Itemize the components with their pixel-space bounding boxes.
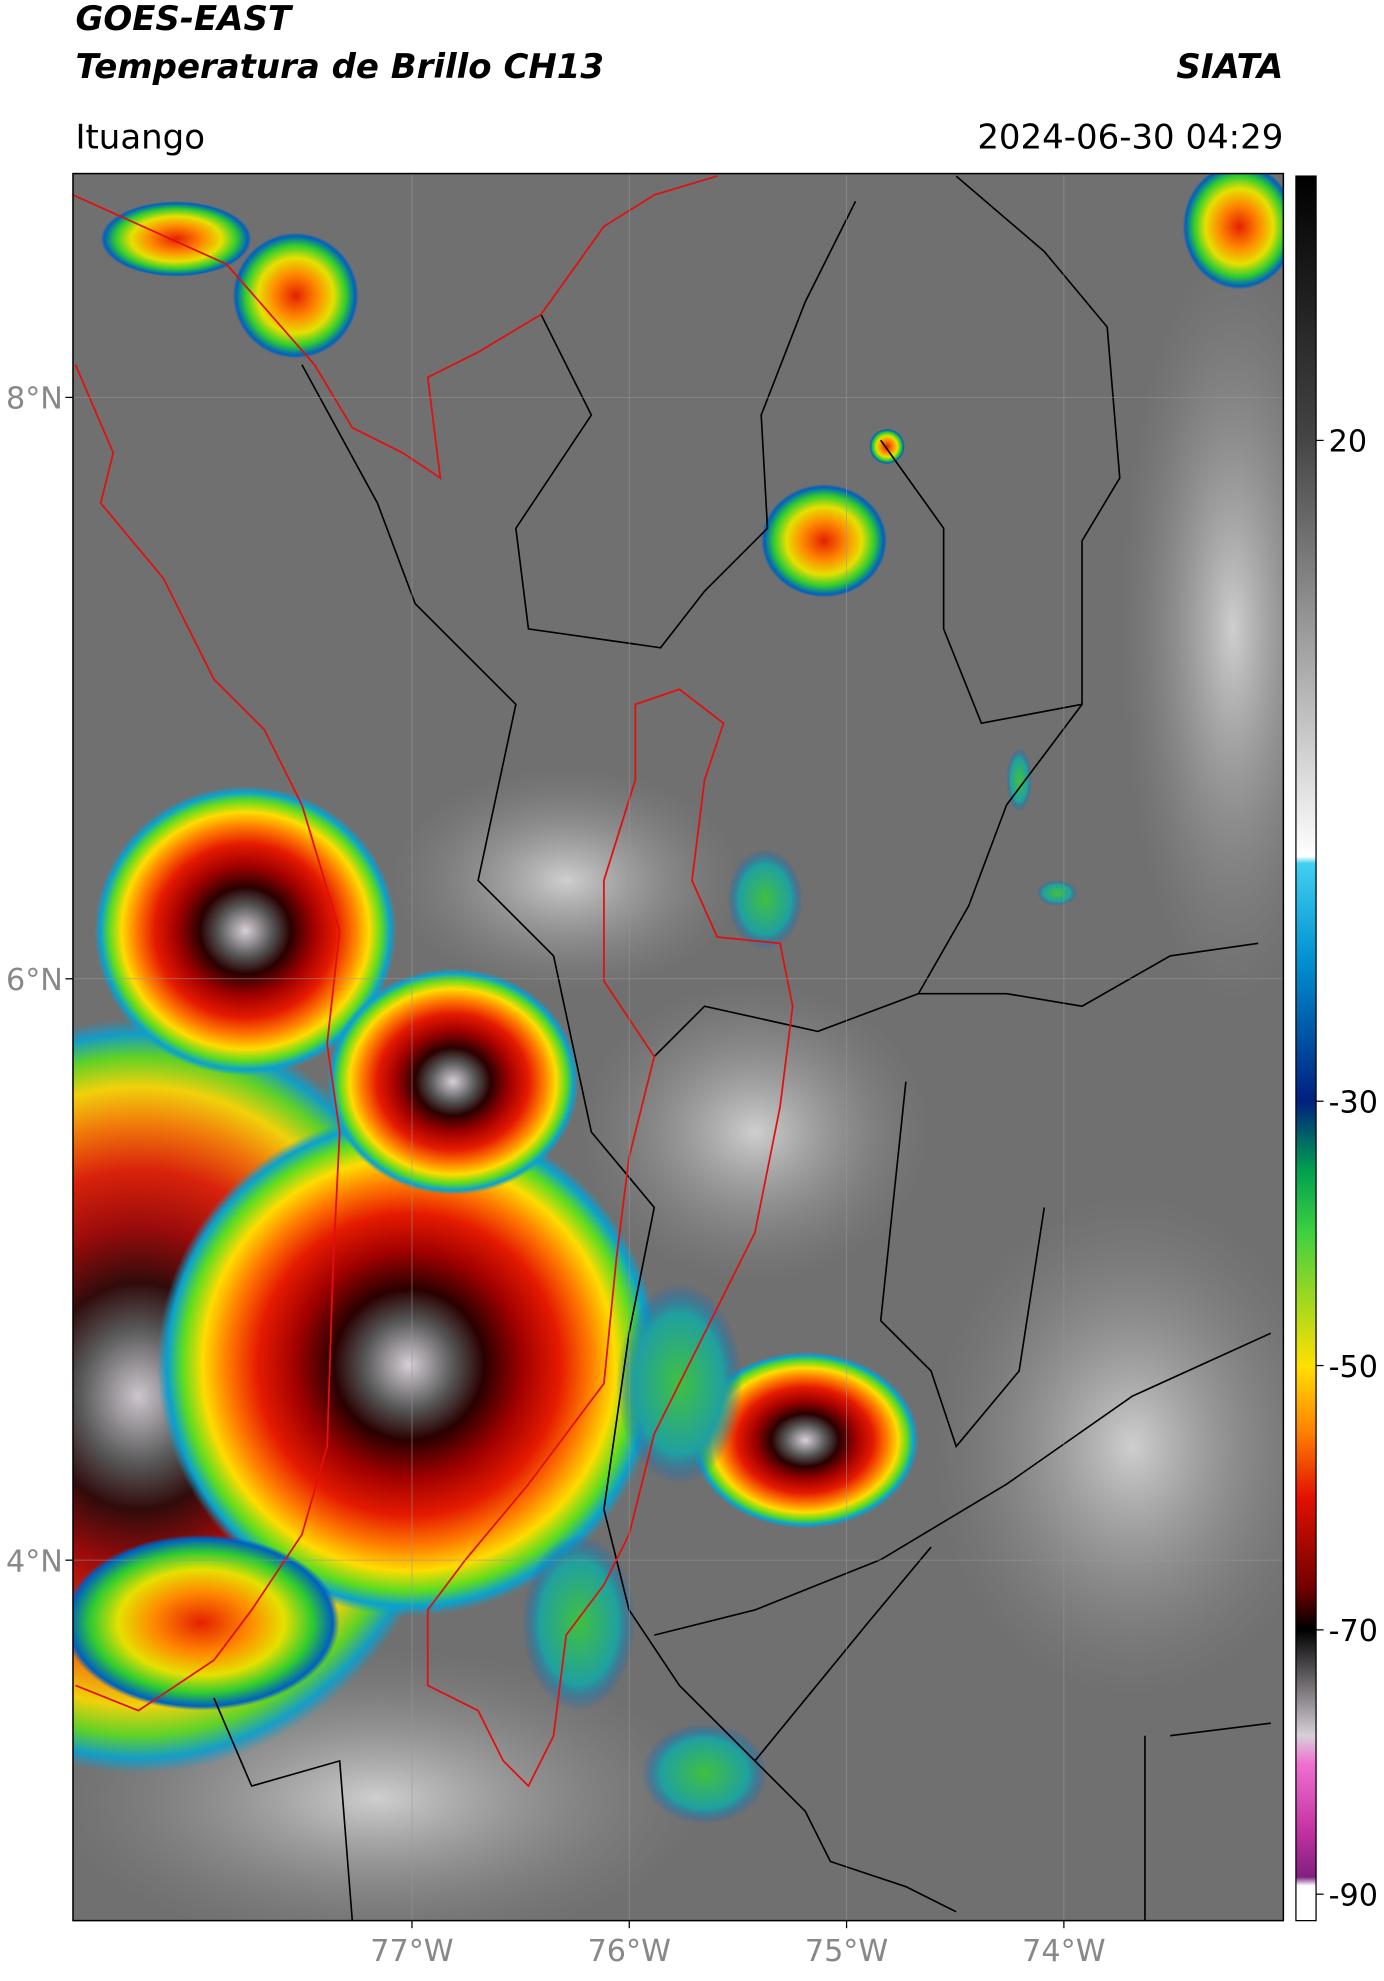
lat-label: 4°N [6, 1544, 63, 1579]
colorbar-label: -50 [1329, 1350, 1378, 1385]
title: GOES-EAST [75, 0, 293, 39]
graticule [72, 173, 1284, 1921]
datetime: 2024-06-30 04:29 [977, 117, 1283, 157]
lat-label: 6°N [6, 963, 63, 998]
lon-label: 75°W [805, 1934, 888, 1969]
colorbar-label: -30 [1329, 1086, 1378, 1121]
map-frame [72, 172, 1285, 1922]
location: Ituango [75, 117, 205, 157]
lat-label: 8°N [6, 382, 63, 417]
lon-label: 74°W [1022, 1934, 1105, 1969]
colorbar-label: -90 [1329, 1879, 1378, 1914]
colorbar [1295, 175, 1317, 1922]
lon-label: 76°W [588, 1934, 671, 1969]
source: SIATA [1176, 47, 1283, 87]
colorbar-label: 20 [1329, 425, 1367, 460]
map-image [72, 173, 1284, 1921]
lon-label: 77°W [370, 1934, 453, 1969]
colorbar-label: -70 [1329, 1614, 1378, 1649]
subtitle: Temperatura de Brillo CH13 [75, 47, 604, 87]
